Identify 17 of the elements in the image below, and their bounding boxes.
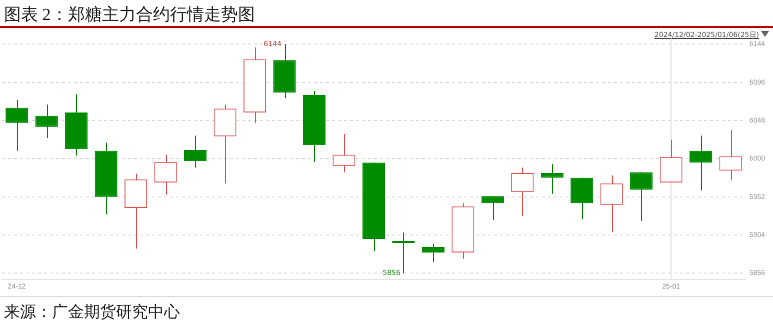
chart-title: 图表 2：郑糖主力合约行情走势图	[4, 4, 255, 26]
candlestick	[690, 135, 712, 192]
candlestick	[6, 99, 28, 152]
candlestick	[540, 164, 564, 194]
source-note: 来源：广金期货研究中心	[4, 302, 180, 323]
candlestick	[719, 130, 742, 181]
candlestick	[184, 135, 207, 168]
candlestick	[332, 134, 356, 173]
candlestick	[511, 166, 534, 216]
candlestick	[35, 104, 58, 139]
candlestick	[570, 177, 594, 220]
candlestick	[154, 154, 177, 195]
candlestick	[660, 139, 682, 184]
candlestick	[630, 172, 653, 222]
candlestick	[422, 243, 444, 263]
candlestick	[600, 174, 623, 232]
candlestick	[481, 196, 504, 220]
